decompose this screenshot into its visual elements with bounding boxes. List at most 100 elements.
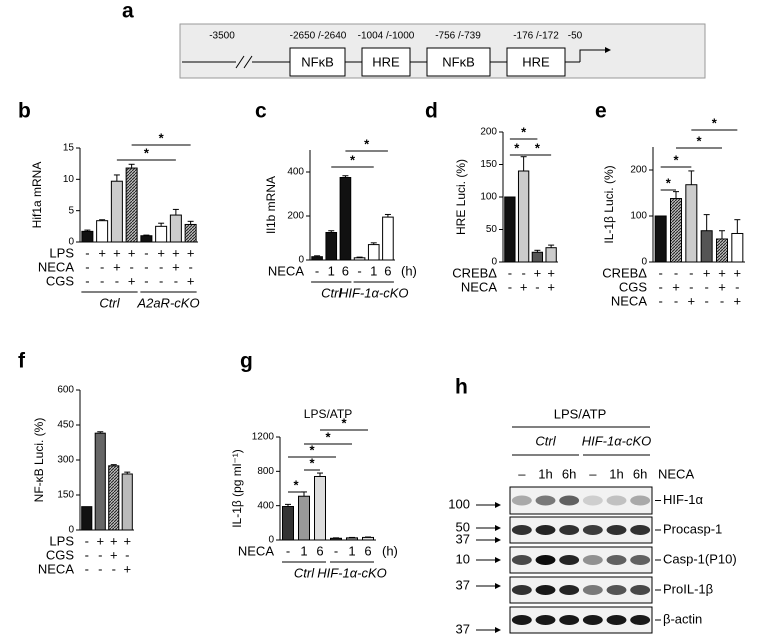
condition-mark: +	[718, 279, 726, 294]
lane-label: –	[589, 466, 597, 481]
panel-letter: e	[595, 100, 607, 123]
condition-mark: 1	[370, 263, 377, 278]
condition-label: CGS	[619, 279, 648, 294]
condition-mark: -	[125, 547, 129, 562]
band	[606, 585, 627, 595]
condition-label: CGS	[46, 547, 75, 562]
bar	[731, 232, 744, 263]
condition-mark: -	[508, 265, 512, 280]
y-tick-label: 0	[641, 257, 647, 268]
marker-label: 37	[456, 577, 470, 592]
marker-label: 100	[448, 496, 470, 511]
condition-mark: +	[128, 273, 136, 288]
marker-label: 10	[456, 551, 470, 566]
significance-label: *	[514, 140, 520, 155]
condition-mark: +	[123, 533, 131, 548]
y-axis-label: Il1b mRNA	[264, 176, 278, 234]
y-tick-label: 600	[57, 385, 74, 396]
band	[559, 495, 580, 506]
significance-label: *	[673, 152, 679, 167]
band	[606, 495, 627, 506]
condition-mark: -	[85, 259, 89, 274]
condition-mark: -	[286, 543, 290, 558]
element-box	[426, 47, 491, 77]
condition-mark: +	[96, 533, 104, 548]
condition-mark: +	[113, 259, 121, 274]
group-label: Ctrl	[321, 285, 342, 300]
condition-mark: +	[123, 561, 131, 576]
group-label: HIF-1α-cKO	[339, 285, 409, 300]
blot-strip	[509, 576, 653, 604]
position-label: -2650 /-2640	[290, 31, 347, 42]
bar	[362, 536, 374, 541]
condition-label: NECA	[38, 259, 74, 274]
band	[582, 525, 603, 535]
condition-mark: -	[704, 293, 708, 308]
significance-label: *	[309, 442, 315, 457]
band	[606, 555, 627, 565]
condition-label: LPS	[49, 245, 74, 260]
break	[235, 55, 245, 69]
bar	[517, 170, 530, 263]
condition-mark: +	[688, 293, 696, 308]
bar	[81, 506, 93, 531]
significance-label: *	[696, 133, 702, 148]
panel-letter: f	[18, 350, 26, 373]
condition-mark: -	[704, 279, 708, 294]
bar	[353, 257, 366, 261]
blot-strip	[509, 546, 653, 574]
condition-mark: -	[129, 259, 133, 274]
band	[630, 555, 651, 565]
condition-label: NECA	[461, 279, 497, 294]
band	[535, 525, 556, 535]
band	[630, 615, 651, 625]
condition-mark: +	[718, 265, 726, 280]
blot-strip	[509, 606, 653, 634]
bar	[325, 232, 338, 261]
element-box	[506, 47, 566, 77]
band	[535, 495, 556, 506]
condition-mark: -	[658, 279, 662, 294]
y-tick-label: 800	[257, 466, 274, 477]
band	[535, 555, 556, 565]
bar	[298, 495, 310, 541]
condition-mark: -	[508, 279, 512, 294]
treatment-label: LPS/ATP	[554, 406, 607, 421]
condition-mark: -	[535, 279, 539, 294]
lane-label: 1h	[538, 466, 552, 481]
condition-mark: -	[144, 259, 148, 274]
y-tick-label: 400	[257, 500, 274, 511]
band	[511, 615, 532, 625]
condition-unit: (h)	[382, 543, 398, 558]
bar	[330, 537, 342, 541]
y-tick-label: 200	[287, 211, 304, 222]
significance-label: *	[364, 136, 370, 151]
y-tick-label: 200	[480, 127, 497, 138]
condition-mark: -	[112, 561, 116, 576]
condition-mark: -	[98, 547, 102, 562]
condition-mark: +	[547, 279, 555, 294]
band	[630, 585, 651, 595]
bar	[81, 230, 94, 243]
break	[243, 55, 253, 69]
condition-mark: +	[157, 245, 165, 260]
significance-label: *	[341, 415, 347, 430]
lane-label: 6h	[633, 466, 647, 481]
band-label: Procasp-1	[663, 521, 722, 536]
y-axis-label: HRE Luci. (%)	[454, 159, 468, 235]
bar	[545, 247, 557, 263]
y-tick-label: 100	[630, 211, 647, 222]
position-label: -3500	[209, 31, 235, 42]
element-label: HRE	[372, 54, 400, 69]
y-tick-label: 100	[480, 192, 497, 203]
condition-mark: -	[85, 561, 89, 576]
significance-label: *	[293, 477, 299, 492]
band	[535, 615, 556, 625]
y-tick-label: 400	[287, 167, 304, 178]
bar	[96, 220, 109, 243]
condition-mark: 1	[348, 543, 355, 558]
condition-mark: -	[159, 273, 163, 288]
bar	[140, 235, 153, 243]
significance-label: *	[309, 455, 315, 470]
band	[582, 555, 603, 565]
